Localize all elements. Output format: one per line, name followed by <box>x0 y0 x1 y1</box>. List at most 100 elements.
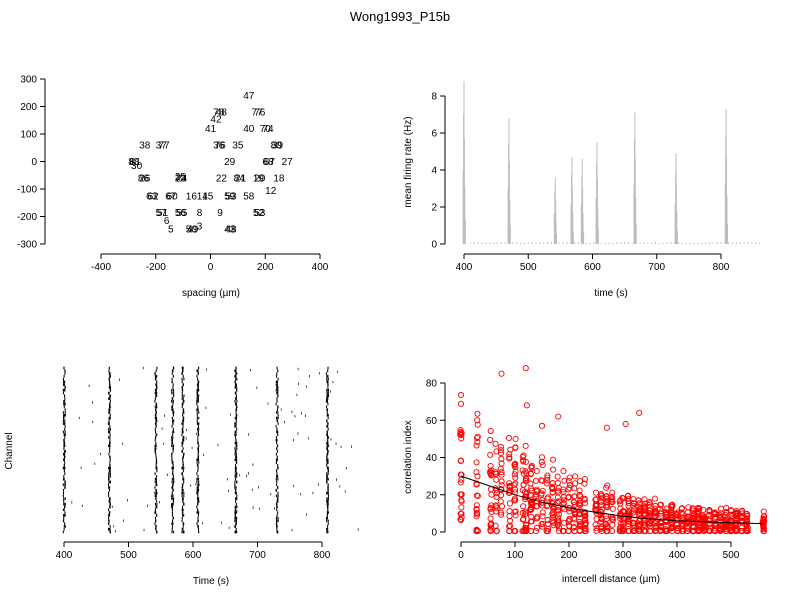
correlation-point <box>716 527 723 534</box>
correlation-point <box>669 503 676 510</box>
electrode-label: 52 <box>253 208 265 219</box>
electrode-label: 8 <box>197 208 203 219</box>
electrode-label: 48 <box>225 224 237 235</box>
correlation-point <box>498 478 505 485</box>
electrode-label: 56 <box>175 208 187 219</box>
electrode-label: 80 <box>271 141 283 152</box>
correlation-point <box>581 480 588 487</box>
correlation-point <box>744 512 751 519</box>
correlation-point <box>487 463 494 470</box>
spike-raster-x-tick-label: 500 <box>120 550 137 561</box>
correlation-point <box>716 511 723 518</box>
correlation-point <box>492 468 499 476</box>
correlation-point <box>744 528 751 535</box>
correlation-point <box>565 486 572 493</box>
electrode-label: 35 <box>232 141 244 152</box>
electrode-label: 50 <box>186 224 198 235</box>
correlation-point <box>604 504 611 511</box>
correlation-point <box>497 509 504 516</box>
correlation-point <box>473 502 480 509</box>
electrode-layout-y-tick-label: 200 <box>20 102 37 113</box>
correlation-point <box>566 482 573 489</box>
correlation-point <box>519 467 526 474</box>
correlation-point <box>550 522 557 529</box>
correlation-point <box>581 476 588 483</box>
mean-firing-rate-axes: 400 500 600 700 800 0 2 4 6 8 <box>431 92 729 274</box>
correlation-point <box>457 400 465 407</box>
spike-raster-marks <box>62 366 359 534</box>
correlation-index-panel: 0 100 200 300 400 500 0 20 40 60 80 intercell dist… <box>403 365 768 585</box>
correlation-point <box>488 508 495 515</box>
electrode-label: 30 <box>131 161 143 172</box>
electrode-label: 76 <box>254 108 266 119</box>
correlation-point <box>512 512 519 519</box>
electrode-label: 67 <box>165 191 177 202</box>
mean-firing-rate-y-tick-label: 2 <box>431 203 437 214</box>
correlation-point <box>662 509 669 516</box>
correlation-point <box>603 424 610 431</box>
correlation-point <box>473 513 480 520</box>
mean-firing-rate-x-tick-label: 600 <box>584 262 601 273</box>
electrode-label: 70 <box>260 124 272 135</box>
correlation-point <box>533 524 540 532</box>
correlation-point <box>739 507 746 514</box>
electrode-label: 48 <box>216 108 228 119</box>
spike-raster-x-label: Time (s) <box>193 576 229 587</box>
correlation-point <box>523 402 530 409</box>
correlation-point <box>706 517 713 524</box>
correlation-point <box>474 433 481 440</box>
correlation-point <box>636 409 643 416</box>
correlation-point <box>539 454 546 461</box>
correlation-point <box>570 524 577 531</box>
correlation-index-x-tick-label: 200 <box>561 550 578 561</box>
electrode-label: 60 <box>167 191 179 202</box>
correlation-point <box>581 513 588 520</box>
correlation-point <box>457 510 464 517</box>
correlation-point <box>598 509 605 516</box>
correlation-point <box>592 521 599 528</box>
correlation-point <box>458 504 465 511</box>
correlation-point <box>560 497 567 504</box>
correlation-point <box>744 518 751 525</box>
electrode-label: 41 <box>205 124 217 135</box>
electrode-label: 74 <box>262 124 274 135</box>
correlation-point <box>760 518 767 525</box>
correlation-point <box>497 450 505 457</box>
electrode-label: 37 <box>156 141 168 152</box>
correlation-point <box>528 518 535 525</box>
correlation-point <box>487 451 494 458</box>
correlation-point <box>646 502 653 509</box>
correlation-point <box>576 487 583 494</box>
correlation-point <box>473 459 480 466</box>
correlation-point <box>598 498 605 505</box>
correlation-point <box>565 528 572 535</box>
correlation-point <box>522 365 529 372</box>
electrode-label: 59 <box>224 191 236 202</box>
correlation-point <box>522 475 530 482</box>
electrode-label: 20 <box>254 174 266 185</box>
electrode-label: 4 <box>187 224 193 235</box>
correlation-point <box>630 499 637 507</box>
correlation-point <box>544 477 551 484</box>
correlation-point <box>497 447 504 454</box>
correlation-point <box>549 480 556 487</box>
spike-raster-axes: 400 500 600 700 800 <box>56 541 331 561</box>
correlation-point <box>679 521 686 528</box>
correlation-point <box>506 508 513 515</box>
correlation-point <box>543 480 550 487</box>
correlation-point <box>505 434 512 442</box>
correlation-point <box>760 516 767 523</box>
correlation-point <box>498 482 505 489</box>
correlation-point <box>458 435 465 442</box>
correlation-point <box>506 455 513 462</box>
correlation-point <box>565 477 572 484</box>
mean-firing-rate-y-tick-label: 0 <box>431 240 437 251</box>
correlation-point <box>566 474 573 481</box>
correlation-point <box>493 528 500 535</box>
electrode-label: 43 <box>224 224 236 235</box>
correlation-point <box>473 509 480 517</box>
correlation-index-x-tick-label: 0 <box>458 550 464 561</box>
correlation-point <box>527 480 534 487</box>
correlation-point <box>554 479 561 486</box>
